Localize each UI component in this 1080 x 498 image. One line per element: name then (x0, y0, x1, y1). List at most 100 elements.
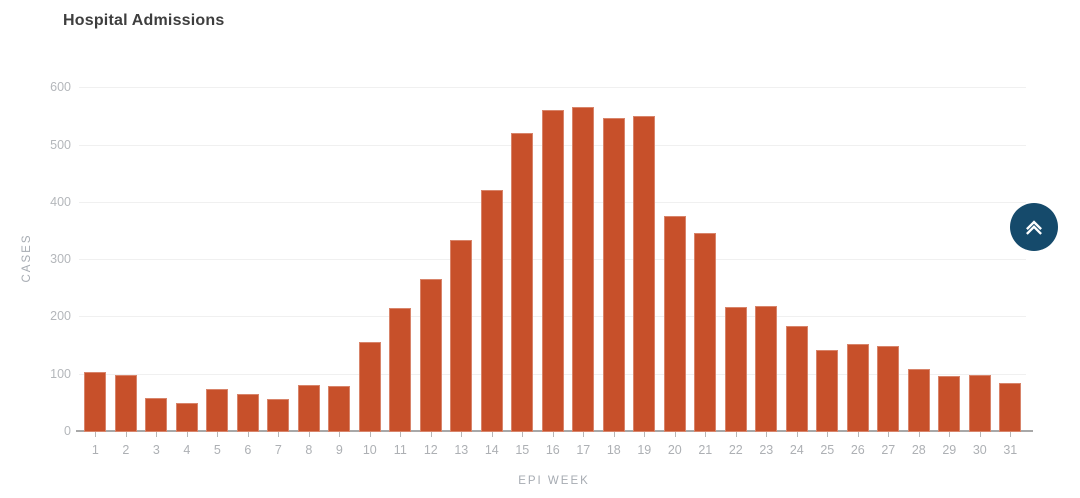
x-tick-mark (979, 432, 981, 437)
x-tick-mark (705, 432, 707, 437)
x-tick-mark (644, 432, 646, 437)
x-tick-label: 30 (972, 443, 987, 457)
x-tick-label: 3 (152, 443, 160, 457)
x-tick-mark (217, 432, 219, 437)
bar-week-26 (846, 344, 869, 432)
x-tick-label: 2 (122, 443, 130, 457)
x-tick-mark (613, 432, 615, 437)
y-tick-label: 100 (50, 366, 71, 381)
x-tick-mark (186, 432, 188, 437)
x-tick-label: 15 (515, 443, 530, 457)
x-tick-label: 12 (423, 443, 438, 457)
bar-week-8 (297, 384, 320, 432)
x-tick-label: 31 (1003, 443, 1018, 457)
x-tick-label: 5 (213, 443, 221, 457)
x-tick-mark (247, 432, 249, 437)
bar-week-4 (175, 403, 198, 432)
y-tick-label: 0 (64, 424, 71, 438)
bar-week-10 (358, 341, 381, 432)
x-tick-mark (583, 432, 585, 437)
bar-week-5 (206, 388, 229, 432)
bar-week-22 (724, 307, 747, 432)
x-tick-label: 28 (911, 443, 926, 457)
x-tick-mark (369, 432, 371, 437)
chevron-double-up-icon (1021, 214, 1047, 240)
x-tick-mark (339, 432, 341, 437)
x-tick-label: 17 (576, 443, 591, 457)
y-tick-label: 300 (50, 252, 71, 267)
bar-week-19 (633, 116, 656, 432)
x-tick-mark (156, 432, 158, 437)
bar-week-9 (328, 386, 351, 432)
x-tick-label: 24 (789, 443, 804, 457)
x-tick-mark (888, 432, 890, 437)
bar-week-13 (450, 239, 473, 432)
x-tick-mark (735, 432, 737, 437)
x-tick-mark (1010, 432, 1012, 437)
x-tick-label: 13 (454, 443, 469, 457)
bar-week-20 (663, 216, 686, 432)
x-tick-mark (796, 432, 798, 437)
bar-week-1 (84, 371, 107, 432)
bar-week-28 (907, 369, 930, 432)
x-tick-label: 11 (393, 443, 407, 457)
bar-week-29 (938, 376, 961, 432)
x-tick-label: 23 (759, 443, 774, 457)
x-tick-label: 20 (667, 443, 682, 457)
bar-week-3 (145, 397, 168, 432)
bar-week-25 (816, 349, 839, 432)
y-tick-label: 600 (50, 80, 71, 95)
x-tick-mark (430, 432, 432, 437)
bar-week-27 (877, 346, 900, 432)
x-tick-mark (918, 432, 920, 437)
bar-week-23 (755, 306, 778, 432)
x-tick-mark (766, 432, 768, 437)
bar-week-12 (419, 279, 442, 432)
x-tick-label: 16 (545, 443, 560, 457)
bar-week-7 (267, 398, 290, 432)
bar-week-14 (480, 189, 503, 432)
x-tick-mark (949, 432, 951, 437)
bar-week-2 (114, 374, 137, 432)
bar-week-16 (541, 109, 564, 432)
x-tick-mark (857, 432, 859, 437)
bar-week-21 (694, 233, 717, 432)
x-tick-mark (552, 432, 554, 437)
x-tick-label: 6 (244, 443, 252, 457)
scroll-to-top-button[interactable] (1010, 203, 1058, 251)
y-tick-label: 500 (50, 137, 71, 152)
y-tick-label: 400 (50, 194, 71, 209)
x-tick-label: 18 (606, 443, 621, 457)
bar-week-24 (785, 325, 808, 432)
x-tick-label: 1 (91, 443, 99, 457)
bar-week-6 (236, 393, 259, 432)
y-tick-label: 200 (50, 309, 71, 324)
x-tick-label: 29 (942, 443, 957, 457)
x-tick-label: 14 (484, 443, 499, 457)
bar-week-30 (968, 374, 991, 432)
x-tick-mark (674, 432, 676, 437)
x-tick-mark (400, 432, 402, 437)
x-tick-label: 25 (820, 443, 835, 457)
x-tick-label: 22 (728, 443, 743, 457)
x-tick-label: 21 (698, 443, 713, 457)
x-tick-mark (522, 432, 524, 437)
x-tick-label: 27 (881, 443, 896, 457)
bar-week-11 (389, 308, 412, 432)
x-tick-mark (95, 432, 97, 437)
chart-title: Hospital Admissions (63, 12, 225, 29)
x-tick-mark (827, 432, 829, 437)
bar-week-31 (999, 383, 1022, 432)
x-tick-mark (461, 432, 463, 437)
x-tick-label: 10 (362, 443, 377, 457)
x-tick-mark (491, 432, 493, 437)
x-tick-label: 7 (274, 443, 282, 457)
x-tick-label: 8 (305, 443, 313, 457)
x-tick-label: 4 (183, 443, 191, 457)
bar-week-18 (602, 118, 625, 432)
gridline-600 (79, 87, 1026, 89)
x-axis-title: EPI WEEK (518, 475, 590, 487)
x-tick-label: 9 (335, 443, 343, 457)
